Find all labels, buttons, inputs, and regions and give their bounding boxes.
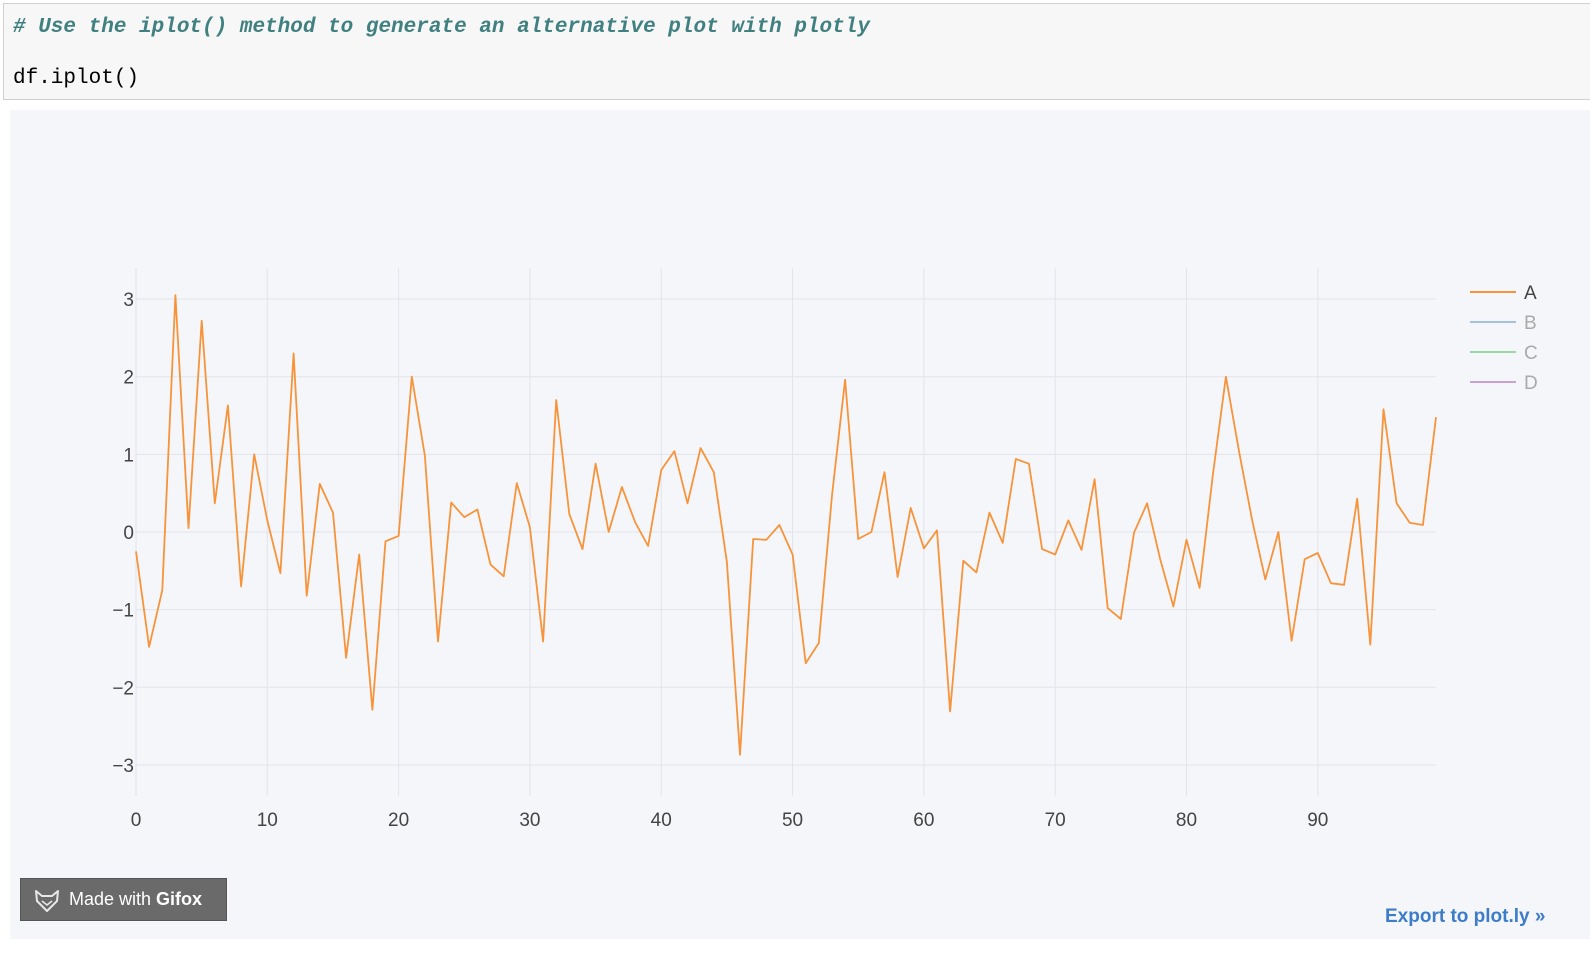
legend-item-b[interactable]: B <box>1470 313 1537 334</box>
x-tick-label: 60 <box>913 810 934 831</box>
legend-label: B <box>1524 313 1537 334</box>
x-tick-label: 10 <box>257 810 278 831</box>
legend-label: D <box>1524 373 1538 394</box>
chart-grid <box>135 268 1436 796</box>
watermark-prefix: Made with <box>69 889 152 909</box>
x-axis-ticks: 0 10 20 30 40 50 60 70 80 90 <box>131 810 1329 831</box>
x-tick-label: 50 <box>782 810 803 831</box>
watermark-brand: Gifox <box>156 889 203 909</box>
x-tick-label: 20 <box>388 810 409 831</box>
y-tick-label: −2 <box>112 678 134 699</box>
fox-icon <box>35 889 59 912</box>
x-tick-label: 30 <box>519 810 540 831</box>
series-layer[interactable] <box>135 294 1437 756</box>
y-tick-label: −3 <box>112 756 134 777</box>
code-comment: # Use the iplot() method to generate an … <box>13 16 870 39</box>
code-cell[interactable]: # Use the iplot() method to generate an … <box>3 3 1590 100</box>
series-a-line[interactable] <box>135 294 1437 756</box>
legend-item-a[interactable]: A <box>1470 283 1537 304</box>
y-tick-label: −1 <box>112 601 134 622</box>
legend-label: A <box>1524 283 1537 304</box>
legend-item-c[interactable]: C <box>1470 343 1538 364</box>
y-tick-label: 1 <box>123 445 134 466</box>
legend-label: C <box>1524 343 1538 364</box>
code-statement: df.iplot() <box>13 67 140 90</box>
x-tick-label: 80 <box>1176 810 1197 831</box>
y-tick-label: 3 <box>123 290 134 311</box>
export-to-plotly-link[interactable]: Export to plot.ly » <box>1385 906 1546 927</box>
gifox-watermark: Made with Gifox <box>20 878 227 921</box>
y-tick-label: 2 <box>123 368 134 389</box>
x-tick-label: 40 <box>651 810 672 831</box>
y-axis-ticks: 3 2 1 0 −1 −2 −3 <box>112 290 134 777</box>
x-tick-label: 0 <box>131 810 142 831</box>
x-tick-label: 70 <box>1045 810 1066 831</box>
x-tick-label: 90 <box>1307 810 1328 831</box>
y-tick-label: 0 <box>123 523 134 544</box>
legend-item-d[interactable]: D <box>1470 373 1538 394</box>
